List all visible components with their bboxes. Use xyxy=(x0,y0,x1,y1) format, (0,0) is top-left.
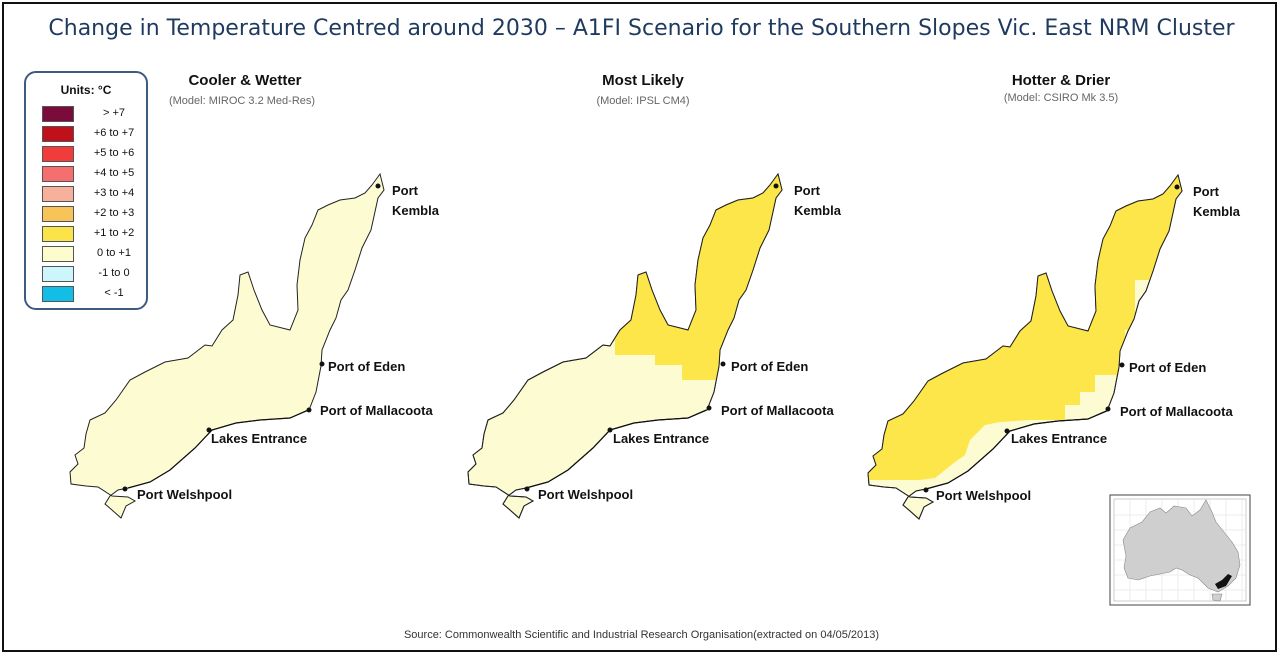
place-label-lakes-entrance: Lakes Entrance xyxy=(211,431,307,446)
legend-swatch xyxy=(42,186,74,202)
legend-item: -1 to 0 xyxy=(42,266,142,282)
place-label-port-welshpool: Port Welshpool xyxy=(137,487,232,502)
legend-swatch xyxy=(42,146,74,162)
legend-item: > +7 xyxy=(42,106,142,122)
legend-title: Units: °C xyxy=(60,83,112,97)
place-label-port-of-eden: Port of Eden xyxy=(731,359,808,374)
australia-locator-inset xyxy=(1109,494,1251,606)
legend-item: 0 to +1 xyxy=(42,246,142,262)
legend-label: +3 to +4 xyxy=(93,187,135,199)
legend-item: +2 to +3 xyxy=(42,206,142,222)
place-label-port-kembla: Port xyxy=(392,183,419,198)
place-marker xyxy=(720,361,726,367)
panel-title-hotter: Hotter & Drier xyxy=(1011,72,1111,89)
panel-model-likely: (Model: IPSL CM4) xyxy=(596,95,690,107)
panel-title-cooler: Cooler & Wetter xyxy=(188,72,302,89)
place-label-lakes-entrance: Lakes Entrance xyxy=(1011,431,1107,446)
legend-item: +1 to +2 xyxy=(42,226,142,242)
place-label-port-welshpool: Port Welshpool xyxy=(936,488,1031,503)
panel-model-cooler: (Model: MIROC 3.2 Med-Res) xyxy=(168,95,316,107)
tasmania-outline xyxy=(1211,593,1223,602)
place-marker xyxy=(607,427,613,433)
legend-swatch xyxy=(42,266,74,282)
place-marker xyxy=(306,407,312,413)
map-title: Change in Temperature Centred around 203… xyxy=(48,16,1235,41)
place-label-port-kembla: Kembla xyxy=(392,203,440,218)
place-label-port-of-eden: Port of Eden xyxy=(328,359,405,374)
legend-label: > +7 xyxy=(102,107,126,119)
place-label-port-of-mallacoota: Port of Mallacoota xyxy=(721,403,834,418)
legend-item: < -1 xyxy=(42,286,142,302)
legend-swatch xyxy=(42,206,74,222)
place-marker xyxy=(375,183,381,189)
place-marker xyxy=(1105,406,1111,412)
place-marker xyxy=(206,427,212,433)
place-marker xyxy=(319,361,325,367)
australia-outline xyxy=(1122,499,1241,593)
place-marker xyxy=(773,183,779,189)
place-label-port-welshpool: Port Welshpool xyxy=(538,487,633,502)
legend-item: +6 to +7 xyxy=(42,126,142,142)
place-label-port-of-mallacoota: Port of Mallacoota xyxy=(320,403,433,418)
legend-label: +6 to +7 xyxy=(93,127,135,139)
legend-label: -1 to 0 xyxy=(98,267,130,279)
map-most-likely xyxy=(467,173,783,519)
legend-swatch xyxy=(42,106,74,122)
panel-title-likely: Most Likely xyxy=(602,72,684,89)
place-marker xyxy=(923,487,929,493)
place-marker xyxy=(1119,362,1125,368)
place-label-port-kembla: Kembla xyxy=(794,203,842,218)
coastline xyxy=(925,410,1107,490)
legend-label: +5 to +6 xyxy=(93,147,135,159)
place-marker xyxy=(1174,184,1180,190)
place-marker xyxy=(122,486,128,492)
legend-label: +1 to +2 xyxy=(93,227,135,239)
legend: Units: °C > +7 +6 to +7 +5 to +6 +4 to +… xyxy=(24,71,148,310)
map-cooler-wetter xyxy=(69,173,385,519)
place-labels-hotter: Port Kembla Port of Eden Port of Mallaco… xyxy=(923,184,1241,503)
place-label-port-kembla: Port xyxy=(1193,184,1220,199)
place-marker xyxy=(706,405,712,411)
place-label-port-of-eden: Port of Eden xyxy=(1129,360,1206,375)
legend-item: +3 to +4 xyxy=(42,186,142,202)
place-label-port-kembla: Port xyxy=(794,183,821,198)
source-note: Source: Commonwealth Scientific and Indu… xyxy=(403,629,880,641)
study-area-highlight xyxy=(1215,574,1232,589)
place-labels-likely: Port Kembla Port of Eden Port of Mallaco… xyxy=(524,183,842,502)
place-label-port-of-mallacoota: Port of Mallacoota xyxy=(1120,404,1233,419)
warm-zone xyxy=(868,175,1182,480)
legend-swatch xyxy=(42,126,74,142)
place-marker xyxy=(524,486,530,492)
coastline xyxy=(127,409,309,489)
place-label-port-kembla: Kembla xyxy=(1193,204,1241,219)
region-shape xyxy=(69,173,385,519)
panel-model-hotter: (Model: CSIRO Mk 3.5) xyxy=(1003,92,1119,104)
legend-item: +5 to +6 xyxy=(42,146,142,162)
legend-label: +2 to +3 xyxy=(93,207,135,219)
legend-label: +4 to +5 xyxy=(93,167,135,179)
legend-label: < -1 xyxy=(104,287,124,299)
place-marker xyxy=(1004,428,1010,434)
map-hotter-drier xyxy=(867,174,1183,520)
place-labels-cooler: Port Kembla Port of Eden Port of Mallaco… xyxy=(122,183,440,502)
legend-swatch xyxy=(42,226,74,242)
legend-swatch xyxy=(42,166,74,182)
place-label-lakes-entrance: Lakes Entrance xyxy=(613,431,709,446)
legend-swatch xyxy=(42,286,74,302)
legend-swatch xyxy=(42,246,74,262)
legend-item: +4 to +5 xyxy=(42,166,142,182)
legend-label: 0 to +1 xyxy=(97,247,131,259)
